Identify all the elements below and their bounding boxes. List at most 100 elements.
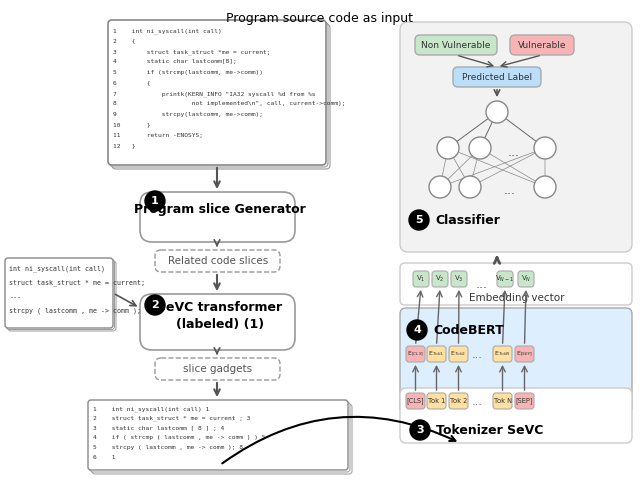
Text: CodeBERT: CodeBERT (433, 324, 504, 337)
FancyBboxPatch shape (6, 259, 115, 330)
FancyBboxPatch shape (155, 358, 280, 380)
Text: ...: ... (9, 293, 21, 299)
FancyBboxPatch shape (140, 192, 295, 242)
Text: 8                    not implemented\n", call, current->comm);: 8 not implemented\n", call, current->com… (113, 101, 346, 106)
Text: 11       return -ENOSYS;: 11 return -ENOSYS; (113, 133, 203, 138)
Text: slice gadgets: slice gadgets (184, 364, 253, 374)
FancyBboxPatch shape (451, 271, 467, 287)
Text: ...: ... (472, 397, 483, 407)
Circle shape (429, 176, 451, 198)
FancyBboxPatch shape (427, 393, 446, 409)
Text: 2    {: 2 { (113, 39, 136, 44)
FancyBboxPatch shape (497, 271, 513, 287)
FancyBboxPatch shape (510, 35, 574, 55)
Text: Program slice Generator: Program slice Generator (134, 202, 306, 215)
FancyBboxPatch shape (432, 271, 448, 287)
Circle shape (534, 137, 556, 159)
Text: Tok 1: Tok 1 (428, 398, 445, 404)
Text: 5    strcpy ( lastcomm , me -> comm ); 8: 5 strcpy ( lastcomm , me -> comm ); 8 (93, 445, 243, 450)
Text: 3        struct task_struct *me = current;: 3 struct task_struct *me = current; (113, 49, 271, 54)
Text: 3: 3 (416, 425, 424, 435)
Circle shape (437, 137, 459, 159)
Text: Program source code as input: Program source code as input (227, 12, 413, 25)
Text: 6    1: 6 1 (93, 455, 115, 460)
Text: E$_{Tok1}$: E$_{Tok1}$ (428, 349, 445, 358)
FancyBboxPatch shape (406, 346, 425, 362)
Circle shape (534, 176, 556, 198)
FancyBboxPatch shape (415, 35, 497, 55)
Circle shape (459, 176, 481, 198)
Text: Tok N: Tok N (493, 398, 511, 404)
FancyBboxPatch shape (108, 20, 326, 165)
FancyBboxPatch shape (110, 22, 328, 167)
Text: E$_{[CLS]}$: E$_{[CLS]}$ (407, 349, 424, 359)
FancyBboxPatch shape (155, 250, 280, 272)
Text: Vulnerable: Vulnerable (518, 41, 566, 50)
Text: SeVC transformer
(labeled) (1): SeVC transformer (labeled) (1) (157, 301, 283, 331)
Text: Predicted Label: Predicted Label (462, 72, 532, 82)
FancyBboxPatch shape (413, 271, 429, 287)
FancyBboxPatch shape (493, 393, 512, 409)
Text: 5: 5 (415, 215, 423, 225)
FancyBboxPatch shape (400, 22, 632, 252)
FancyBboxPatch shape (406, 393, 425, 409)
FancyBboxPatch shape (453, 67, 541, 87)
FancyBboxPatch shape (400, 263, 632, 305)
Text: V$_N$: V$_N$ (521, 274, 531, 284)
Text: Related code slices: Related code slices (168, 256, 268, 266)
Circle shape (145, 191, 165, 211)
Text: Embedding vector: Embedding vector (469, 293, 564, 303)
Text: V$_{N-1}$: V$_{N-1}$ (495, 274, 515, 284)
Text: struct task_struct * me = current;: struct task_struct * me = current; (9, 279, 145, 286)
Text: ...: ... (508, 146, 520, 158)
Text: 1    int ni_syscall(int call): 1 int ni_syscall(int call) (113, 28, 221, 34)
FancyBboxPatch shape (88, 400, 348, 470)
FancyBboxPatch shape (427, 346, 446, 362)
Text: 4: 4 (413, 325, 421, 335)
FancyBboxPatch shape (400, 388, 632, 443)
Circle shape (145, 295, 165, 315)
Text: 5        if (strcmp(lastcomm, me->comm)): 5 if (strcmp(lastcomm, me->comm)) (113, 70, 263, 75)
FancyBboxPatch shape (112, 24, 330, 169)
Circle shape (410, 420, 430, 440)
FancyBboxPatch shape (449, 393, 468, 409)
FancyBboxPatch shape (515, 393, 534, 409)
Circle shape (469, 137, 491, 159)
Text: 1    int ni_syscall(int call) 1: 1 int ni_syscall(int call) 1 (93, 406, 209, 412)
Text: V$_2$: V$_2$ (435, 274, 445, 284)
Text: Non Vulnerable: Non Vulnerable (421, 41, 491, 50)
Text: 4    if ( strcmp ( lastcomm , me -> comm ) ) 5: 4 if ( strcmp ( lastcomm , me -> comm ) … (93, 436, 266, 441)
FancyBboxPatch shape (400, 308, 632, 413)
Text: V$_3$: V$_3$ (454, 274, 464, 284)
Text: E$_{TokN}$: E$_{TokN}$ (494, 349, 511, 358)
Text: V$_1$: V$_1$ (416, 274, 426, 284)
Text: 2    struct task_struct * me = current ; 3: 2 struct task_struct * me = current ; 3 (93, 416, 250, 421)
FancyBboxPatch shape (92, 404, 352, 474)
Text: E$_{Tok2}$: E$_{Tok2}$ (451, 349, 467, 358)
FancyBboxPatch shape (515, 346, 534, 362)
Circle shape (486, 101, 508, 123)
Text: 1: 1 (151, 196, 159, 206)
Text: Tok 2: Tok 2 (450, 398, 467, 404)
Text: strcpy ( lastcomm , me -> comm );: strcpy ( lastcomm , me -> comm ); (9, 307, 141, 313)
Text: [SEP]: [SEP] (516, 397, 533, 404)
Circle shape (407, 320, 427, 340)
Text: ...: ... (472, 350, 483, 360)
Text: 4        static char lastcomm[8];: 4 static char lastcomm[8]; (113, 59, 237, 64)
Text: 12   }: 12 } (113, 144, 136, 148)
Text: 7            printk(KERN_INFO "IA32 syscall %d from %s: 7 printk(KERN_INFO "IA32 syscall %d from… (113, 91, 316, 97)
Text: 10       }: 10 } (113, 122, 150, 128)
Text: [CLS]: [CLS] (406, 397, 424, 404)
FancyBboxPatch shape (5, 258, 113, 328)
FancyBboxPatch shape (449, 346, 468, 362)
Text: 2: 2 (151, 300, 159, 310)
FancyBboxPatch shape (90, 402, 350, 472)
Text: ...: ... (504, 185, 516, 198)
Text: Classifier: Classifier (435, 213, 500, 227)
FancyBboxPatch shape (140, 294, 295, 350)
Text: 3    static char lastcomm [ 8 ] ; 4: 3 static char lastcomm [ 8 ] ; 4 (93, 426, 224, 431)
FancyBboxPatch shape (518, 271, 534, 287)
Text: int ni_syscall(int call): int ni_syscall(int call) (9, 265, 105, 272)
Text: 9            strcpy(lastcomm, me->comm);: 9 strcpy(lastcomm, me->comm); (113, 112, 263, 117)
Circle shape (409, 210, 429, 230)
